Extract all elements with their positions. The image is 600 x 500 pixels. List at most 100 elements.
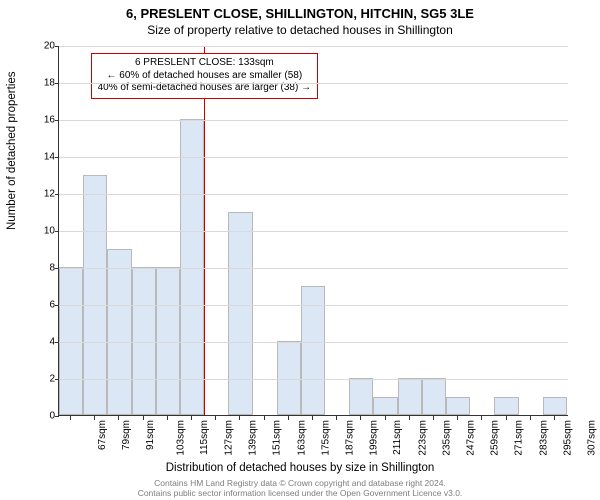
x-tick-label: 127sqm <box>224 420 235 456</box>
footer-attribution: Contains HM Land Registry data © Crown c… <box>0 478 600 498</box>
x-tick-label: 79sqm <box>121 420 132 450</box>
y-tick-label: 2 <box>31 374 55 385</box>
gridline <box>59 157 568 158</box>
x-tick-mark <box>506 416 507 420</box>
gridline <box>59 194 568 195</box>
gridline <box>59 83 568 84</box>
x-ticks: 67sqm 79sqm 91sqm 103sqm 115sqm 127sqm 139sqm 1… <box>58 416 568 468</box>
y-axis-label: Number of detached properties <box>6 71 18 230</box>
y-tick-label: 20 <box>31 41 55 52</box>
x-tick-mark <box>239 416 240 420</box>
x-tick-label: 139sqm <box>248 420 259 456</box>
x-tick-mark <box>264 416 265 420</box>
x-tick-mark <box>481 416 482 420</box>
histogram-bar <box>446 397 470 416</box>
y-tick-label: 12 <box>31 189 55 200</box>
histogram-bar <box>132 267 156 415</box>
y-tick-mark <box>55 194 59 195</box>
x-tick-mark <box>385 416 386 420</box>
x-tick-label: 103sqm <box>175 420 186 456</box>
x-tick-mark <box>191 416 192 420</box>
y-tick-mark <box>55 157 59 158</box>
x-tick-label: 199sqm <box>369 420 380 456</box>
y-tick-mark <box>55 268 59 269</box>
y-tick-label: 16 <box>31 115 55 126</box>
y-tick-mark <box>55 342 59 343</box>
gridline <box>59 268 568 269</box>
x-tick-label: 163sqm <box>296 420 307 456</box>
y-tick-mark <box>55 120 59 121</box>
x-tick-mark <box>360 416 361 420</box>
plot-region: 6 PRESLENT CLOSE: 133sqm ← 60% of detach… <box>58 46 568 416</box>
histogram-bar <box>156 267 180 415</box>
x-tick-label: 211sqm <box>392 420 403 455</box>
annotation-box: 6 PRESLENT CLOSE: 133sqm ← 60% of detach… <box>91 53 318 99</box>
x-tick-label: 175sqm <box>320 420 331 456</box>
y-tick-label: 0 <box>31 411 55 422</box>
x-tick-mark <box>554 416 555 420</box>
x-tick-mark <box>215 416 216 420</box>
x-tick-label: 235sqm <box>441 420 452 456</box>
x-tick-label: 223sqm <box>417 420 428 456</box>
gridline <box>59 342 568 343</box>
y-tick-mark <box>55 83 59 84</box>
y-tick-label: 10 <box>31 226 55 237</box>
x-tick-mark <box>118 416 119 420</box>
x-tick-mark <box>530 416 531 420</box>
x-tick-label: 259sqm <box>490 420 501 456</box>
gridline <box>59 305 568 306</box>
x-tick-mark <box>336 416 337 420</box>
x-tick-label: 295sqm <box>562 420 573 456</box>
chart-subtitle: Size of property relative to detached ho… <box>0 23 600 37</box>
x-tick-mark <box>288 416 289 420</box>
x-tick-mark <box>94 416 95 420</box>
x-tick-mark <box>409 416 410 420</box>
histogram-bar <box>107 249 131 416</box>
y-tick-mark <box>55 231 59 232</box>
x-tick-label: 307sqm <box>586 420 597 456</box>
x-axis-label: Distribution of detached houses by size … <box>0 462 600 474</box>
footer-line1: Contains HM Land Registry data © Crown c… <box>0 478 600 488</box>
footer-line2: Contains public sector information licen… <box>0 488 600 498</box>
histogram-bar <box>349 378 373 415</box>
histogram-bar <box>398 378 422 415</box>
y-tick-mark <box>55 46 59 47</box>
histogram-bar <box>543 397 567 416</box>
gridline <box>59 46 568 47</box>
x-tick-mark <box>312 416 313 420</box>
x-tick-label: 91sqm <box>145 420 156 450</box>
chart-area: 6 PRESLENT CLOSE: 133sqm ← 60% of detach… <box>58 46 568 416</box>
x-tick-mark <box>433 416 434 420</box>
histogram-bar <box>277 341 301 415</box>
annotation-line1: 6 PRESLENT CLOSE: 133sqm <box>98 57 311 70</box>
annotation-line2: ← 60% of detached houses are smaller (58… <box>98 70 311 83</box>
y-tick-label: 14 <box>31 152 55 163</box>
y-tick-mark <box>55 379 59 380</box>
y-tick-label: 18 <box>31 78 55 89</box>
x-tick-label: 67sqm <box>97 420 108 450</box>
chart-title-address: 6, PRESLENT CLOSE, SHILLINGTON, HITCHIN,… <box>0 6 600 21</box>
histogram-bar <box>180 119 204 415</box>
y-tick-label: 8 <box>31 263 55 274</box>
x-tick-label: 247sqm <box>466 420 477 456</box>
x-tick-label: 187sqm <box>345 420 356 456</box>
x-tick-label: 115sqm <box>199 420 210 455</box>
y-tick-label: 6 <box>31 300 55 311</box>
histogram-bar <box>422 378 446 415</box>
gridline <box>59 231 568 232</box>
histogram-bar <box>228 212 252 416</box>
y-tick-mark <box>55 305 59 306</box>
histogram-bar <box>494 397 518 416</box>
x-tick-mark <box>457 416 458 420</box>
gridline <box>59 379 568 380</box>
x-tick-label: 271sqm <box>514 420 525 456</box>
histogram-bar <box>373 397 397 416</box>
x-tick-label: 151sqm <box>272 420 283 456</box>
histogram-bar <box>59 267 83 415</box>
x-tick-mark <box>143 416 144 420</box>
x-tick-mark <box>167 416 168 420</box>
x-tick-label: 283sqm <box>538 420 549 456</box>
y-tick-label: 4 <box>31 337 55 348</box>
gridline <box>59 120 568 121</box>
x-tick-mark <box>70 416 71 420</box>
